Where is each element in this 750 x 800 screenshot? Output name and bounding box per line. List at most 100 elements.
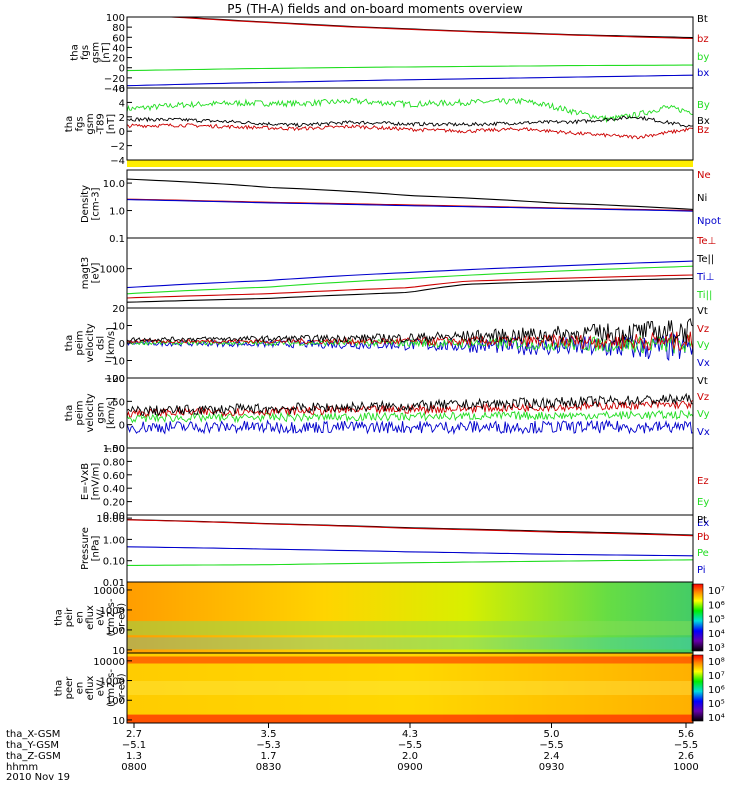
y-tick-label: −20 [104,74,125,85]
y-tick-label: 100 [106,374,125,385]
y-axis-label-line: gsm [96,402,107,423]
colorbar-label: 10⁷ [708,586,725,597]
footer-value: −5.5 [539,740,563,751]
spectrogram-band-1 [127,656,693,664]
series-By [127,97,693,124]
footer-row-label: tha_Y-GSM [6,740,59,751]
footer-value: 4.3 [402,729,418,740]
y-tick-label: 0.80 [103,457,125,468]
footer-value: 5.0 [544,729,560,740]
footer-value: 2.7 [126,729,142,740]
y-axis-label-line: dsl [96,336,107,350]
legend-Ne: Ne [697,170,711,181]
y-tick-label: 10.00 [96,514,125,525]
y-tick-label: 10000 [93,586,125,597]
series-bz [162,17,693,40]
panel-6: Vt Vz Vy Vx 100 50 0 −50 tha peim velocity gsm [km/s… [64,374,710,455]
y-axis-label-line: Density [80,185,91,223]
series-Vz [127,331,693,351]
series-Vt [127,392,693,417]
legend-Vx: Vx [697,427,710,438]
series-Vx [127,333,693,361]
footer-value: −5.3 [256,740,280,751]
spectrogram-image [127,653,693,723]
panel-frame [126,447,694,516]
y-axis-label-line: tha [69,44,80,60]
footer-value: 1.3 [126,751,142,762]
legend-Vt: Vt [697,306,708,317]
colorbar [691,583,704,652]
y-tick-label: −2 [110,142,125,153]
y-axis-label-line: [nT] [101,42,112,62]
series-Ni [127,178,693,210]
series-Te⊥ [127,274,693,299]
y-tick-label: −50 [104,444,125,455]
footer-value: 2.0 [402,751,418,762]
panel-frame [126,87,694,161]
footer-value: 5.6 [678,729,694,740]
y-axis-label-line: -T89 [96,113,107,135]
y-axis-label-line: tha [64,335,75,351]
y-axis-label-line: peir [64,607,75,627]
y-tick-label: 6 [119,84,125,95]
y-axis-label-line: eV/ [96,609,107,626]
y-tick-label: 0.40 [103,484,125,495]
y-axis-label-line: magt3 [80,257,91,290]
y-axis-label-line: eflux [85,605,96,630]
legend-bz: bz [697,34,709,45]
legend-Ex: Ex [697,518,709,529]
legend-Bt: Bt [697,14,708,25]
colorbar-label: 10⁸ [708,657,725,668]
y-axis-label-line: peim [75,330,86,355]
y-axis-label-line: peer [64,676,75,700]
legend-Vy: Vy [697,409,710,420]
legend-Ti⊥: Ti⊥ [696,272,714,283]
y-tick-label: 1000 [100,606,125,617]
footer-value: 1000 [673,762,698,773]
y-axis-label-line: eV/ [96,679,107,696]
legend-Ey: Ey [697,497,709,508]
y-tick-label: 1000 [100,677,125,688]
y-axis-label-line: gsm [85,113,96,134]
legend-Vt: Vt [697,376,708,387]
y-tick-label: 10000 [93,657,125,668]
spectrogram-band-3 [127,681,693,695]
legend-bx: bx [697,68,709,79]
y-tick-label: 60 [112,33,125,44]
y-axis-label: tha peer en eflux eV/(cm2-s-sr-eV) [54,669,128,707]
y-axis-label-line: [nT] [106,114,117,134]
y-tick-label: 0.01 [103,578,125,589]
footer-value: 3.5 [261,729,277,740]
series-Ti⊥ [127,260,693,289]
y-axis-label-line: fgs [75,116,86,131]
y-axis-label-line: sr-eV) [117,603,128,632]
colorbar-label: 10³ [708,643,725,654]
y-axis-label: tha peim velocity dsl [km/s] [64,323,117,362]
y-tick-label: −40 [104,84,125,95]
legend-Pi: Pi [697,565,706,576]
y-axis-label-line: tha [54,609,65,625]
y-tick-label: 0.10 [103,557,125,568]
colorbar-label: 10⁵ [708,615,725,626]
footer-value: 0830 [256,762,281,773]
mode-bar [127,160,693,167]
legend-Vx: Vx [697,358,710,369]
y-tick-label: 20 [112,54,125,65]
colorbar [691,654,704,722]
y-axis-label-line: en [75,682,86,695]
y-tick-label: 0.1 [109,234,125,245]
y-axis-label-line: [eV] [90,263,101,284]
y-tick-label: 20 [112,304,125,315]
spectrogram-band-1 [127,621,693,636]
footer-row-label: tha_Z-GSM [6,751,61,762]
y-tick-label: 80 [112,23,125,34]
footer-value: 0800 [121,762,146,773]
colorbar-label: 10⁴ [708,713,725,724]
y-tick-label: 100 [106,13,125,24]
